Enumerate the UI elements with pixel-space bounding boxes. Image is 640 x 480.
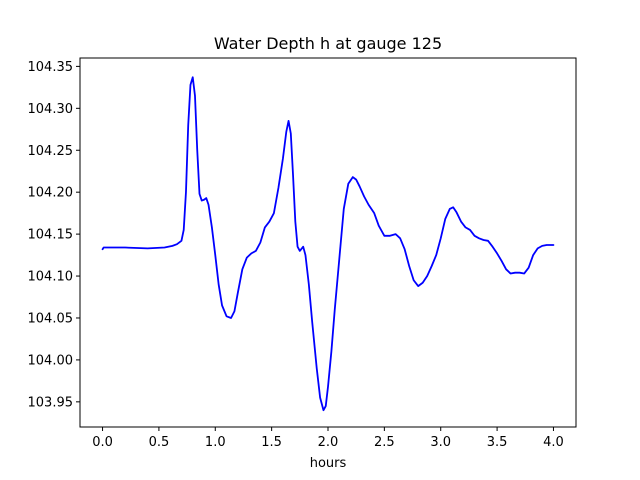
y-tick-label: 104.05 xyxy=(28,311,74,326)
y-tick-label: 104.35 xyxy=(28,60,74,75)
x-tick-label: 2.0 xyxy=(318,435,339,450)
series-line-0 xyxy=(101,76,555,412)
x-tick-label: 0.0 xyxy=(92,435,113,450)
x-tick-label: 1.5 xyxy=(261,435,282,450)
chart-title: Water Depth h at gauge 125 xyxy=(214,34,442,53)
y-tick-label: 104.25 xyxy=(28,144,74,159)
x-tick-label: 3.0 xyxy=(430,435,451,450)
y-tick-label: 104.20 xyxy=(28,186,74,201)
y-axis-ticks: 103.95 104.00 104.05 104.10 104.15 104.20 104.… xyxy=(28,60,80,410)
y-tick-label: 104.00 xyxy=(28,353,74,368)
x-tick-label: 2.5 xyxy=(374,435,395,450)
x-tick-label: 4.0 xyxy=(543,435,564,450)
y-tick-label: 103.95 xyxy=(28,395,74,410)
y-tick-label: 104.30 xyxy=(28,102,74,117)
y-tick-label: 104.15 xyxy=(28,228,74,243)
x-axis-ticks: 0.0 0.5 1.0 1.5 2.0 2.5 3.0 3.5 4.0 xyxy=(92,427,564,450)
x-tick-label: 0.5 xyxy=(149,435,170,450)
y-tick-label: 104.10 xyxy=(28,270,74,285)
x-axis-label: hours xyxy=(310,456,347,471)
x-tick-label: 3.5 xyxy=(487,435,508,450)
x-tick-label: 1.0 xyxy=(205,435,226,450)
plot-area xyxy=(101,76,555,412)
